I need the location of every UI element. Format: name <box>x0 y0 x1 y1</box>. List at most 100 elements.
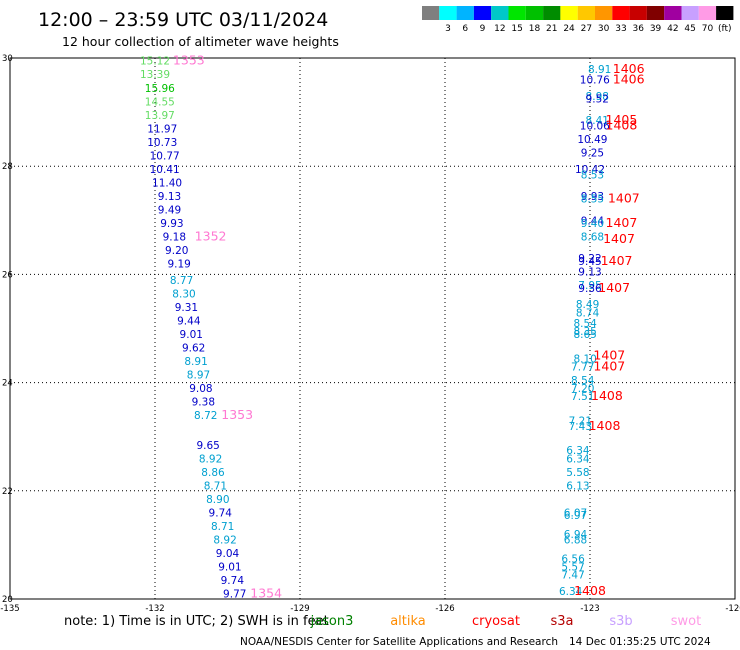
x-tick-label: -132 <box>145 604 164 614</box>
pass-number-label: 1406 <box>613 72 645 87</box>
credit-line: NOAA/NESDIS Center for Satellite Applica… <box>240 636 558 648</box>
swh-value-label: 9.45 <box>578 256 601 268</box>
swh-value-label: 9.38 <box>192 397 215 409</box>
colorbar-swatch <box>716 6 734 20</box>
colorbar-label: 15 <box>511 24 522 34</box>
swh-value-label: 7.20 <box>571 383 594 395</box>
swh-value-label: 13.39 <box>140 69 170 81</box>
swh-value-label: 9.52 <box>586 94 609 106</box>
swh-value-label: 9.74 <box>209 507 233 519</box>
y-tick-label: 24 <box>2 379 13 389</box>
x-tick-label: -123 <box>580 604 599 614</box>
swh-value-label: 11.97 <box>147 123 177 135</box>
colorbar-swatch <box>439 6 457 20</box>
swh-value-label: 9.04 <box>216 548 240 560</box>
colorbar-label: 27 <box>581 24 592 34</box>
swh-value-label: 8.65 <box>573 329 596 341</box>
colorbar-unit: (ft) <box>718 24 732 34</box>
y-tick-label: 22 <box>2 487 13 497</box>
swh-value-label: 8.92 <box>199 453 222 465</box>
swh-value-label: 8.49 <box>576 299 599 311</box>
chart-title: 12:00 – 23:59 UTC 03/11/2024 <box>38 9 328 31</box>
colorbar-swatch <box>491 6 509 20</box>
swh-value-label: 10.76 <box>580 75 610 87</box>
pass-number-label: 1407 <box>608 191 640 206</box>
colorbar-label: 36 <box>633 24 645 34</box>
pass-number-label: 1408 <box>589 418 621 433</box>
swh-value-label: 7.21 <box>569 415 592 427</box>
swh-value-label: 8.30 <box>172 288 195 300</box>
swh-value-label: 9.77 <box>223 589 246 601</box>
pass-number-label: 1408 <box>591 388 623 403</box>
swh-value-label: 9.25 <box>581 148 604 160</box>
swh-value-label: 8.68 <box>581 232 604 244</box>
swh-value-label: 8.74 <box>576 307 600 319</box>
swh-value-label: 10.77 <box>150 150 180 162</box>
colorbar-label: 42 <box>667 24 678 34</box>
chart-subtitle: 12 hour collection of altimeter wave hei… <box>62 34 339 49</box>
swh-value-label: 9.01 <box>180 329 203 341</box>
swh-value-label: 6.13 <box>566 480 589 492</box>
swh-value-label: 7.43 <box>569 421 592 433</box>
colorbar-label: 6 <box>462 24 468 34</box>
colorbar-label: 18 <box>529 24 541 34</box>
satellite-legend: jason3 altika cryosat s3a s3b swot <box>310 614 702 629</box>
swh-value-label: 8.72 <box>194 410 217 422</box>
colorbar-label: 21 <box>546 24 557 34</box>
swh-value-label: 10.41 <box>150 164 180 176</box>
pass-number-label: 1406 <box>613 61 645 76</box>
colorbar-swatch <box>473 6 492 20</box>
swh-value-label: 9.36 <box>578 283 602 295</box>
swh-value-label: 6.97 <box>564 510 587 522</box>
swh-value-label: 6.34 <box>566 453 590 465</box>
swh-value-label: 8.54 <box>571 375 595 387</box>
swh-value-label: 9.93 <box>581 191 604 203</box>
satellite-legend-altika: altika <box>390 614 426 629</box>
swh-value-label: 9.44 <box>581 215 605 227</box>
colorbar-swatch <box>646 6 665 20</box>
swh-value-label: 10.49 <box>577 134 607 146</box>
swh-value-label: 8.35 <box>573 326 596 338</box>
swh-value-label: 8.41 <box>586 115 609 127</box>
swh-value-label: 5.58 <box>566 467 589 479</box>
satellite-legend-jason3: jason3 <box>310 614 354 629</box>
footer-note: note: 1) Time is in UTC; 2) SWH is in fe… <box>64 614 329 629</box>
swh-value-label: 9.13 <box>158 191 181 203</box>
pass-number-label: 1408 <box>574 583 606 598</box>
colorbar-swatch <box>543 6 561 20</box>
y-tick-label: 20 <box>2 595 13 605</box>
timestamp: 14 Dec 01:35:25 UTC 2024 <box>569 636 711 648</box>
swh-value-label: 9.01 <box>218 562 241 574</box>
colorbar-swatch <box>508 6 526 20</box>
x-tick-label: -120 <box>725 604 740 614</box>
swh-value-label: 6.88 <box>564 534 587 546</box>
pass-number-label: 1353 <box>173 53 205 68</box>
x-tick-label: -126 <box>435 604 454 614</box>
swh-value-label: 7.51 <box>571 391 594 403</box>
swh-value-label: 8.92 <box>213 534 236 546</box>
colorbar-label: 39 <box>650 24 662 34</box>
swh-value-label: 9.19 <box>167 259 190 271</box>
colorbar-swatch <box>629 6 647 20</box>
colorbar-label: 30 <box>598 24 610 34</box>
pass-number-label: 1353 <box>221 407 253 422</box>
swh-value-label: 7.47 <box>561 570 584 582</box>
colorbar-swatch <box>456 6 474 20</box>
swh-value-label: 9.44 <box>177 315 201 327</box>
pass-number-label: 1407 <box>606 215 638 230</box>
swh-value-label: 9.13 <box>578 267 601 279</box>
swh-value-label: 10.06 <box>580 121 610 133</box>
pass-number-label: 1407 <box>598 280 630 295</box>
swh-value-label: 10.42 <box>575 164 605 176</box>
swh-value-label: 8.97 <box>187 369 210 381</box>
colorbar-swatch <box>698 6 717 20</box>
colorbar-swatch <box>525 6 544 20</box>
plot-frame <box>9 57 736 600</box>
satellite-legend-s3a: s3a <box>550 614 573 629</box>
swh-value-label: 9.08 <box>189 383 212 395</box>
swh-value-label: 10.73 <box>147 137 177 149</box>
colorbar-legend: 3 6 9 12 15 18 21 24 27 30 33 36 39 42 45 70 (ft) <box>422 6 734 34</box>
colorbar-swatch <box>577 6 595 20</box>
x-tick-label: -129 <box>290 604 309 614</box>
swh-value-label: 6.07 <box>564 507 587 519</box>
